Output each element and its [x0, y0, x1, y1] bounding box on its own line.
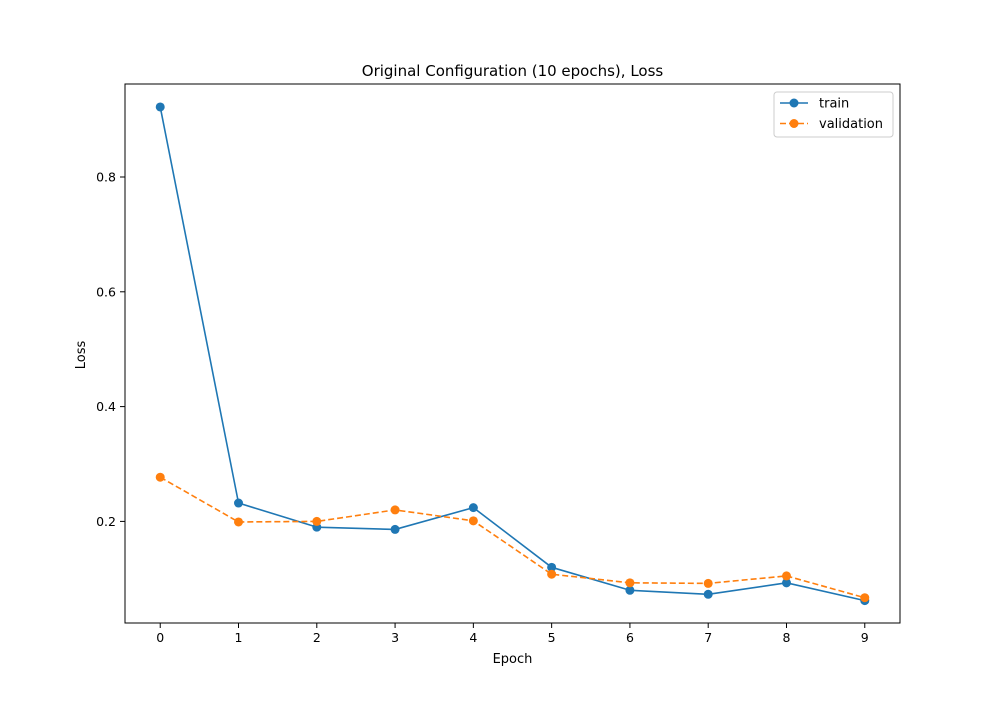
x-tick-label: 7: [704, 630, 712, 645]
data-point-validation: [155, 472, 165, 482]
axes-layer: 0 1 2 3 4 5 6 7 8 9 0.2 0.4 0.6 0.8: [96, 169, 869, 645]
plot-frame: [124, 83, 901, 624]
legend: train validation: [773, 91, 894, 138]
legend-label: validation: [819, 117, 883, 132]
legend-label: train: [819, 97, 849, 112]
legend-marker: [789, 119, 799, 128]
y-tick-label: 0.2: [96, 514, 116, 529]
chart-title: Original Configuration (10 epochs), Loss: [362, 62, 664, 80]
data-point-train: [390, 524, 400, 534]
data-point-validation: [468, 516, 478, 526]
y-tick-label: 0.4: [96, 399, 116, 414]
legend-item-train: train: [780, 97, 849, 112]
y-tick-label: 0.6: [96, 284, 116, 299]
x-tick-label: 2: [313, 630, 321, 645]
x-tick-label: 8: [783, 630, 791, 645]
data-point-train: [155, 102, 165, 112]
data-point-train: [781, 578, 791, 588]
legend-marker: [789, 98, 799, 108]
plot-area: [125, 84, 900, 623]
legend-item-validation: validation: [780, 117, 883, 132]
data-point-validation: [390, 505, 400, 515]
series-line-train: [159, 106, 865, 602]
data-point-train: [234, 498, 244, 508]
series-layer: [155, 102, 870, 606]
data-point-validation: [234, 517, 244, 527]
data-point-train: [703, 589, 713, 599]
data-point-validation: [625, 578, 635, 588]
x-tick-label: 0: [156, 630, 164, 645]
series-validation: [155, 472, 870, 603]
x-tick-label: 3: [391, 630, 399, 645]
x-tick-label: 6: [626, 630, 634, 645]
x-tick-label: 5: [548, 630, 556, 645]
data-point-train: [468, 503, 478, 513]
data-point-validation: [781, 571, 791, 581]
y-tick-label: 0.8: [96, 169, 116, 184]
x-tick-label: 4: [469, 630, 477, 645]
data-point-validation: [860, 593, 870, 603]
data-point-validation: [547, 569, 557, 579]
data-point-train: [625, 585, 635, 595]
data-point-validation: [703, 578, 713, 588]
x-tick-label: 9: [861, 630, 869, 645]
x-axis-label: Epoch: [493, 652, 533, 667]
x-tick-label: 1: [235, 630, 243, 645]
series-line-validation: [159, 476, 865, 599]
y-axis-label: Loss: [74, 341, 89, 370]
data-point-train: [547, 562, 557, 572]
data-point-validation: [312, 516, 322, 526]
